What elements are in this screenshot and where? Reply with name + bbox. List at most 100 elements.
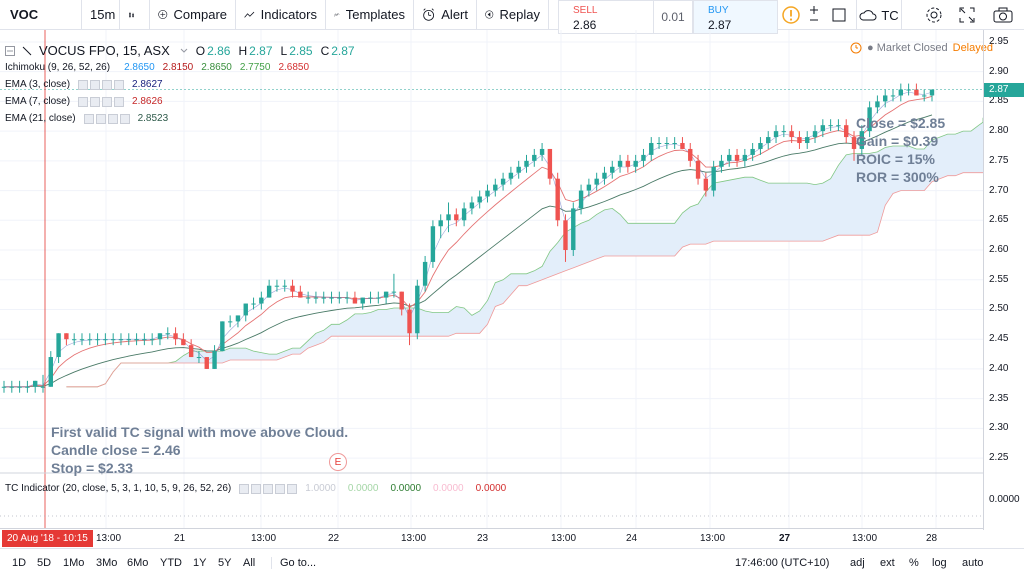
ichimoku-span-b <box>66 172 983 388</box>
scale-option-button[interactable]: % <box>909 557 919 569</box>
range-button[interactable]: 3Mo <box>96 557 118 569</box>
roic-annotation: ROIC = 15% <box>856 151 935 167</box>
time-label: 21 <box>174 533 186 544</box>
compare-button[interactable]: Compare <box>150 0 236 30</box>
price-tick: 2.50 <box>989 303 1009 315</box>
replay-button[interactable]: Replay <box>477 0 549 30</box>
top-toolbar: VOC 15m Compare Indicators Templates Ale… <box>0 0 1024 30</box>
indicator-name[interactable]: EMA (3, close) <box>5 79 71 90</box>
info-button[interactable] <box>778 0 804 30</box>
indicator-controls[interactable] <box>78 96 126 107</box>
snapshot-button[interactable] <box>986 0 1020 30</box>
scale-option-button[interactable]: ext <box>880 557 895 569</box>
tc-value: 0.0000 <box>347 483 379 494</box>
range-button[interactable]: YTD <box>160 557 182 569</box>
candle-body <box>789 131 794 138</box>
time-axis[interactable]: 20 Aug '18 - 10:15 13:00 21 13:00 22 13:00 23… <box>0 528 983 548</box>
candle-body <box>477 196 482 203</box>
candle-body <box>695 160 701 179</box>
candle-body <box>446 214 451 221</box>
scale-option-button[interactable]: auto <box>962 557 984 569</box>
interval-button[interactable]: 15m <box>82 0 120 30</box>
symbol-label: VOC <box>10 7 39 22</box>
candle-body <box>656 143 662 145</box>
candle-body <box>711 166 716 191</box>
tc-indicator-name[interactable]: TC Indicator (20, close, 5, 3, 1, 10, 5,… <box>5 483 232 494</box>
range-button[interactable]: 6Mo <box>127 557 149 569</box>
indicator-value: 2.8650 <box>124 62 155 73</box>
candle-body <box>516 166 521 173</box>
price-axis[interactable]: 2.25 2.30 2.35 2.40 2.45 2.50 2.55 2.60 2.65 2.70… <box>983 30 1024 530</box>
indicator-value: 2.7750 <box>239 62 271 73</box>
symbol-search-button[interactable]: VOC <box>0 0 82 30</box>
indicators-label: Indicators <box>260 7 317 22</box>
ohlc-label: C <box>320 43 330 58</box>
candle-body <box>126 339 131 341</box>
compare-label: Compare <box>173 7 227 22</box>
candle-body <box>227 321 233 323</box>
cloud-save-button[interactable]: TC <box>856 0 902 30</box>
buy-price: 2.87 <box>708 18 732 32</box>
buy-button[interactable]: BUY 2.87 <box>693 0 778 34</box>
chevron-down-icon[interactable] <box>180 48 188 54</box>
indicator-name[interactable]: EMA (21, close) <box>5 113 76 124</box>
range-button[interactable]: 5D <box>37 557 52 569</box>
candle-body <box>360 297 365 304</box>
candle-body <box>633 160 638 167</box>
chart-style-button[interactable] <box>120 0 150 30</box>
range-button[interactable]: 1D <box>12 557 27 569</box>
indicators-button[interactable]: Indicators <box>236 0 326 30</box>
candle-body <box>438 220 443 227</box>
settings-button[interactable] <box>920 0 948 30</box>
indicator-controls[interactable] <box>83 113 132 124</box>
symbol-title[interactable]: VOCUS FPO, 15, ASX <box>39 43 170 58</box>
scale-option-button[interactable]: adj <box>850 557 865 569</box>
market-status: ● Market Closed Delayed <box>850 42 993 54</box>
range-button[interactable]: 1Y <box>193 557 207 569</box>
candle-body <box>32 380 38 387</box>
price-chart[interactable] <box>0 30 983 528</box>
ohlc-value: 2.87 <box>331 43 355 58</box>
clock-icon <box>850 42 862 54</box>
candle-body <box>539 148 545 155</box>
candle-body <box>836 125 841 127</box>
range-button[interactable]: All <box>243 557 256 569</box>
earnings-event-marker[interactable]: E <box>329 453 347 471</box>
candle-body <box>812 131 818 138</box>
alert-button[interactable]: Alert <box>414 0 477 30</box>
scale-option-button[interactable]: log <box>932 557 947 569</box>
clock-label[interactable]: 17:46:00 (UTC+10) <box>735 557 830 569</box>
candle-body <box>344 297 350 299</box>
candle-body <box>867 107 872 132</box>
tc-value: 0.0000 <box>390 483 422 494</box>
range-button[interactable]: 5Y <box>218 557 232 569</box>
fullscreen-button[interactable] <box>952 0 982 30</box>
time-label: 13:00 <box>852 533 878 544</box>
candle-body <box>40 386 46 388</box>
sell-button[interactable]: SELL 2.86 <box>558 0 653 34</box>
indicator-controls[interactable] <box>78 79 126 90</box>
camera-icon <box>993 7 1013 23</box>
goto-button[interactable]: Go to... <box>271 557 316 569</box>
rectangle-tool-button[interactable] <box>826 0 852 30</box>
candle-body <box>859 131 865 149</box>
candle-body <box>594 178 599 185</box>
collapse-icon[interactable] <box>5 45 15 56</box>
candle-body <box>110 339 116 341</box>
tc-indicator-controls[interactable] <box>239 483 299 494</box>
indicators-icon <box>244 11 255 18</box>
candle-body <box>368 297 373 299</box>
tc-indicator-values: 1.0000 0.0000 0.0000 0.0000 0.0000 <box>305 483 518 494</box>
interval-label: 15m <box>90 7 116 22</box>
range-button[interactable]: 1Mo <box>63 557 85 569</box>
indicator-name[interactable]: Ichimoku (9, 26, 52, 26) <box>5 62 111 73</box>
templates-button[interactable]: Templates <box>326 0 414 30</box>
candle-body <box>563 220 568 251</box>
order-stepper[interactable] <box>806 0 822 30</box>
layout-name: TC <box>881 7 899 23</box>
tc-value: 1.0000 <box>305 483 336 494</box>
indicator-name[interactable]: EMA (7, close) <box>5 96 71 107</box>
candle-body <box>851 137 857 149</box>
candle-body <box>305 297 311 299</box>
candle-body <box>672 143 677 145</box>
